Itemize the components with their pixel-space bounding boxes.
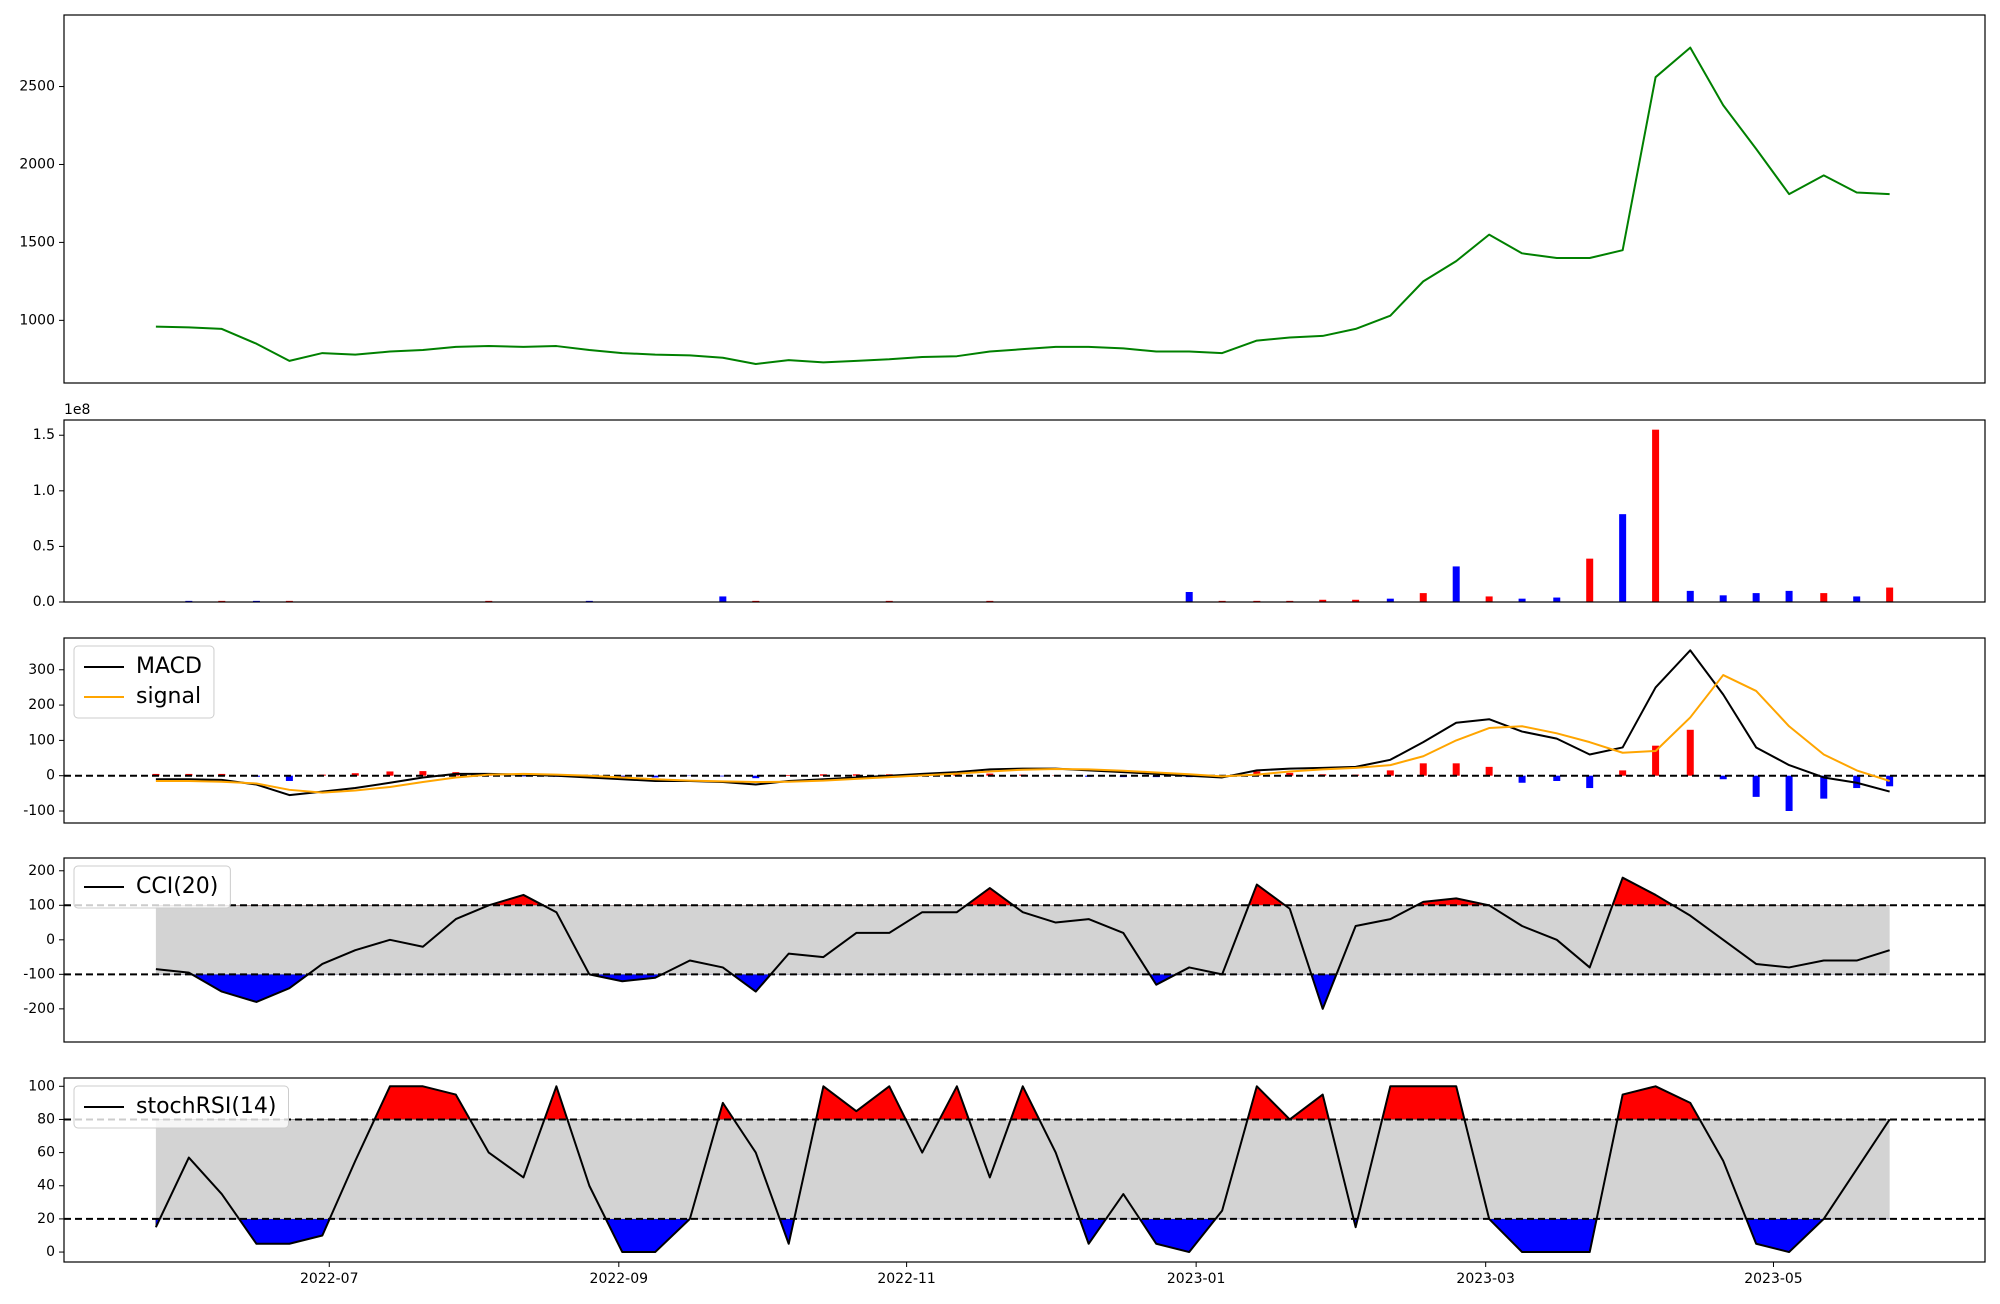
histogram-bar bbox=[1753, 776, 1760, 797]
plot-area bbox=[64, 878, 1985, 1009]
plot-area bbox=[152, 430, 1893, 603]
y-tick-label: 1.0 bbox=[33, 483, 55, 499]
y-tick-label: 0.5 bbox=[33, 538, 55, 554]
y-tick-label: 1500 bbox=[19, 234, 55, 250]
y-tick-label: 100 bbox=[28, 1078, 55, 1094]
y-tick-label: 100 bbox=[28, 732, 55, 748]
histogram-bar bbox=[1586, 776, 1593, 788]
y-tick-label: 40 bbox=[37, 1178, 55, 1194]
y-tick-label: 1000 bbox=[19, 312, 55, 328]
plot-area bbox=[64, 1086, 1985, 1252]
y-tick-label: -100 bbox=[23, 966, 55, 982]
volume-bar bbox=[1486, 596, 1493, 602]
volume-bar bbox=[1853, 596, 1860, 602]
volume-bar bbox=[719, 596, 726, 602]
y-tick-label: -100 bbox=[23, 803, 55, 819]
volume-bar bbox=[1720, 595, 1727, 602]
x-tick-label: 2022-09 bbox=[590, 1271, 649, 1287]
volume-bar bbox=[1586, 559, 1593, 602]
offset-label: 1e8 bbox=[64, 402, 90, 418]
y-tick-label: 80 bbox=[37, 1111, 55, 1127]
volume-bar bbox=[1453, 566, 1460, 602]
volume-bar bbox=[1820, 593, 1827, 602]
legend-label: signal bbox=[136, 684, 201, 709]
y-tick-label: 2000 bbox=[19, 156, 55, 172]
y-tick-label: 0 bbox=[46, 932, 55, 948]
x-tick-label: 2022-07 bbox=[300, 1271, 359, 1287]
histogram-bar bbox=[1453, 763, 1460, 775]
volume-bar bbox=[1553, 598, 1560, 602]
x-tick-label: 2022-11 bbox=[877, 1271, 936, 1287]
series-line bbox=[156, 48, 1890, 364]
volume-bar bbox=[1886, 588, 1893, 602]
axes-frame bbox=[64, 15, 1985, 383]
volume-bar bbox=[1753, 593, 1760, 602]
series-line bbox=[156, 650, 1890, 795]
band bbox=[156, 1119, 1890, 1218]
y-tick-label: 60 bbox=[37, 1145, 55, 1161]
y-tick-label: 0 bbox=[46, 1244, 55, 1260]
histogram-bar bbox=[1786, 776, 1793, 811]
axes-frame bbox=[64, 420, 1985, 602]
y-tick-label: -200 bbox=[23, 1001, 55, 1017]
volume-bar bbox=[1786, 591, 1793, 602]
histogram-bar bbox=[1820, 776, 1827, 799]
y-tick-label: 0.0 bbox=[33, 594, 55, 610]
y-tick-label: 1.5 bbox=[33, 427, 55, 443]
legend-label: MACD bbox=[136, 654, 202, 679]
band bbox=[156, 905, 1890, 974]
volume-bar bbox=[1420, 593, 1427, 602]
x-tick-label: 2023-03 bbox=[1456, 1271, 1515, 1287]
volume-bar bbox=[1619, 514, 1626, 602]
y-tick-label: 300 bbox=[28, 662, 55, 678]
axes-frame bbox=[64, 638, 1985, 823]
y-tick-label: 200 bbox=[28, 697, 55, 713]
x-tick-label: 2023-01 bbox=[1167, 1271, 1226, 1287]
histogram-bar bbox=[1486, 767, 1493, 776]
y-tick-label: 200 bbox=[28, 863, 55, 879]
histogram-bar bbox=[1687, 730, 1694, 776]
histogram-bar bbox=[1420, 763, 1427, 775]
volume-bar bbox=[1687, 591, 1694, 602]
plot-area bbox=[156, 48, 1890, 364]
y-tick-label: 0 bbox=[46, 768, 55, 784]
x-tick-label: 2023-05 bbox=[1744, 1271, 1803, 1287]
legend-label: stochRSI(14) bbox=[136, 1094, 277, 1119]
volume-bar bbox=[1186, 592, 1193, 602]
y-tick-label: 2500 bbox=[19, 79, 55, 95]
volume-bar bbox=[1652, 430, 1659, 602]
y-tick-label: 20 bbox=[37, 1211, 55, 1227]
plot-area bbox=[64, 650, 1985, 811]
y-tick-label: 100 bbox=[28, 897, 55, 913]
histogram-bar bbox=[1519, 776, 1526, 783]
legend-label: CCI(20) bbox=[136, 874, 218, 899]
